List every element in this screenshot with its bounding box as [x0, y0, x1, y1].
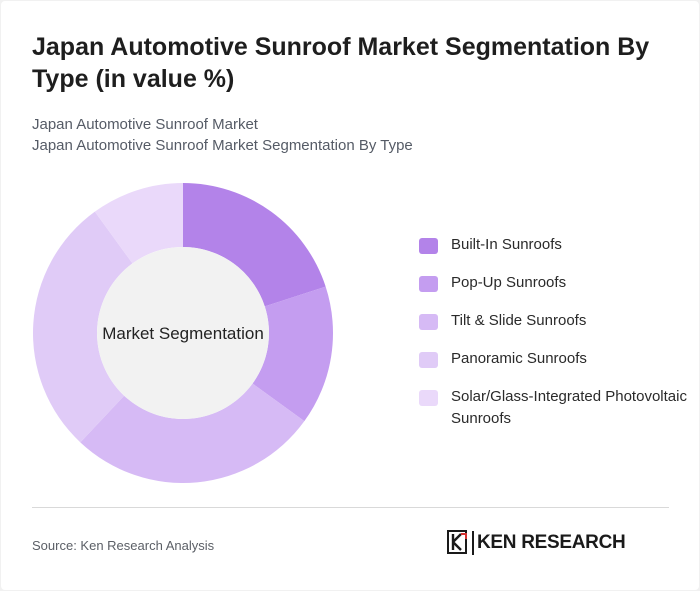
legend-label: Panoramic Sunroofs — [451, 350, 587, 367]
legend-swatch — [419, 276, 438, 292]
donut-slice-3 — [80, 383, 305, 483]
subtitle-line-2: Japan Automotive Sunroof Market Segmenta… — [32, 137, 413, 154]
legend-item: Built-In Sunroofs — [419, 234, 689, 256]
legend-item: Pop-Up Sunroofs — [419, 272, 689, 294]
legend-label: Solar/Glass-Integrated Photovoltaic Sunr… — [451, 388, 687, 427]
chart-legend: Built-In Sunroofs Pop-Up Sunroofs Tilt & S… — [419, 234, 689, 446]
source-note: Source: Ken Research Analysis — [32, 538, 215, 553]
brand-name: KEN RESEARCH — [477, 532, 626, 553]
chart-title: Japan Automotive Sunroof Market Segmenta… — [32, 33, 650, 93]
ken-research-logo-icon — [447, 530, 467, 554]
legend-label: Pop-Up Sunroofs — [451, 274, 567, 291]
legend-swatch — [419, 390, 438, 406]
donut-slice-1 — [183, 183, 326, 307]
donut-center — [97, 247, 269, 419]
chart-subtitle: Japan Automotive Sunroof Market Japan Au… — [32, 114, 413, 156]
legend-swatch — [419, 238, 438, 254]
donut-slice-4 — [32, 211, 133, 443]
brand-logo: KEN RESEARCH — [447, 530, 626, 556]
donut-slice-5 — [94, 183, 183, 264]
legend-item: Panoramic Sunroofs — [419, 348, 689, 370]
legend-label: Tilt & Slide Sunroofs — [451, 312, 587, 329]
brand-separator — [472, 531, 474, 555]
donut-slice-2 — [252, 286, 333, 422]
legend-label: Built-In Sunroofs — [451, 236, 562, 253]
legend-swatch — [419, 352, 438, 368]
legend-item: Solar/Glass-Integrated Photovoltaic Sunr… — [419, 386, 689, 430]
donut-chart: Market Segmentation — [32, 183, 333, 483]
legend-swatch — [419, 314, 438, 330]
legend-item: Tilt & Slide Sunroofs — [419, 310, 689, 332]
subtitle-line-1: Japan Automotive Sunroof Market — [32, 116, 258, 133]
footer-divider — [32, 507, 669, 508]
donut-center-label: Market Segmentation — [102, 324, 264, 343]
